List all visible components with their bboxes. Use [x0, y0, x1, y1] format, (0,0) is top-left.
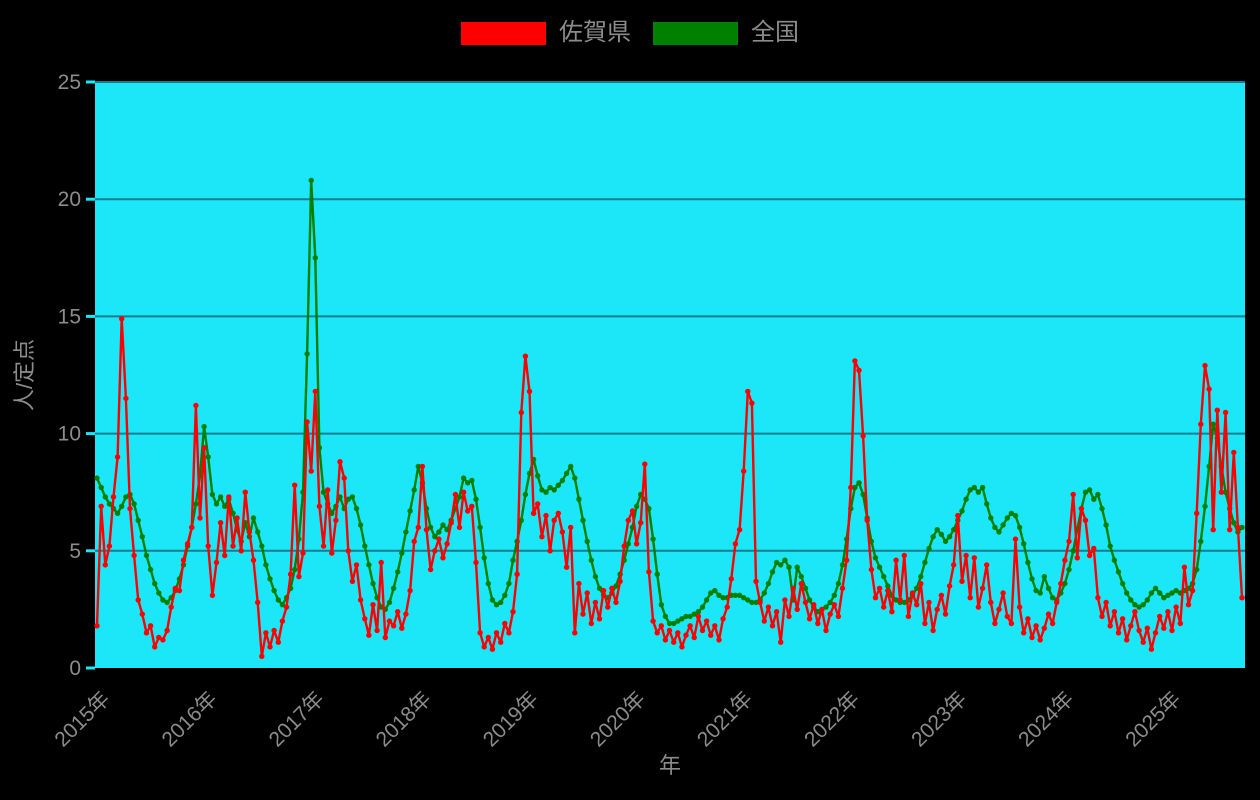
x-tick-label: 2020年	[586, 687, 650, 751]
x-tick-label: 2017年	[265, 687, 329, 751]
y-axis: 0 5 10 15 20 25	[58, 71, 95, 680]
x-axis: 2015年 2016年 2017年 2018年 2019年 2020年 2021年 2022年…	[50, 687, 1185, 751]
y-tick-label: 25	[58, 71, 81, 94]
x-tick-label: 2023年	[907, 687, 971, 751]
y-axis-title: 人/定点	[12, 339, 37, 411]
legend-label-national: 全国	[751, 19, 799, 46]
x-tick-label: 2019年	[479, 687, 543, 751]
y-tick-label: 5	[69, 540, 81, 563]
x-tick-label: 2015年	[50, 687, 114, 751]
x-tick-label: 2024年	[1014, 687, 1078, 751]
x-tick-label: 2025年	[1121, 687, 1185, 751]
legend-swatch-national-icon	[653, 21, 738, 45]
legend-swatch-saga-icon	[461, 21, 546, 45]
x-tick-label: 2016年	[158, 687, 222, 751]
gridlines	[95, 81, 1245, 552]
y-tick-label: 15	[58, 305, 81, 328]
x-tick-label: 2021年	[693, 687, 757, 751]
x-tick-label: 2018年	[372, 687, 436, 751]
x-tick-label: 2022年	[800, 687, 864, 751]
series-佐賀県	[94, 316, 1245, 659]
legend-label-saga: 佐賀県	[559, 19, 631, 46]
y-tick-label: 10	[58, 423, 81, 446]
y-tick-label: 20	[58, 188, 81, 211]
y-tick-label: 0	[69, 657, 81, 680]
legend-item-saga: 佐賀県	[461, 21, 631, 45]
x-axis-title: 年	[659, 753, 681, 778]
legend-item-national: 全国	[653, 21, 799, 45]
plot-area	[95, 82, 1245, 668]
legend: 佐賀県 全国	[0, 18, 1260, 48]
